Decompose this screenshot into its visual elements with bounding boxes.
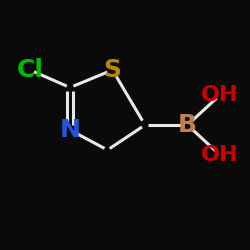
Text: OH: OH [201,85,239,105]
Text: S: S [104,58,122,82]
Text: Cl: Cl [16,58,44,82]
Text: N: N [60,118,80,142]
Text: B: B [178,113,197,137]
Text: OH: OH [201,145,239,165]
